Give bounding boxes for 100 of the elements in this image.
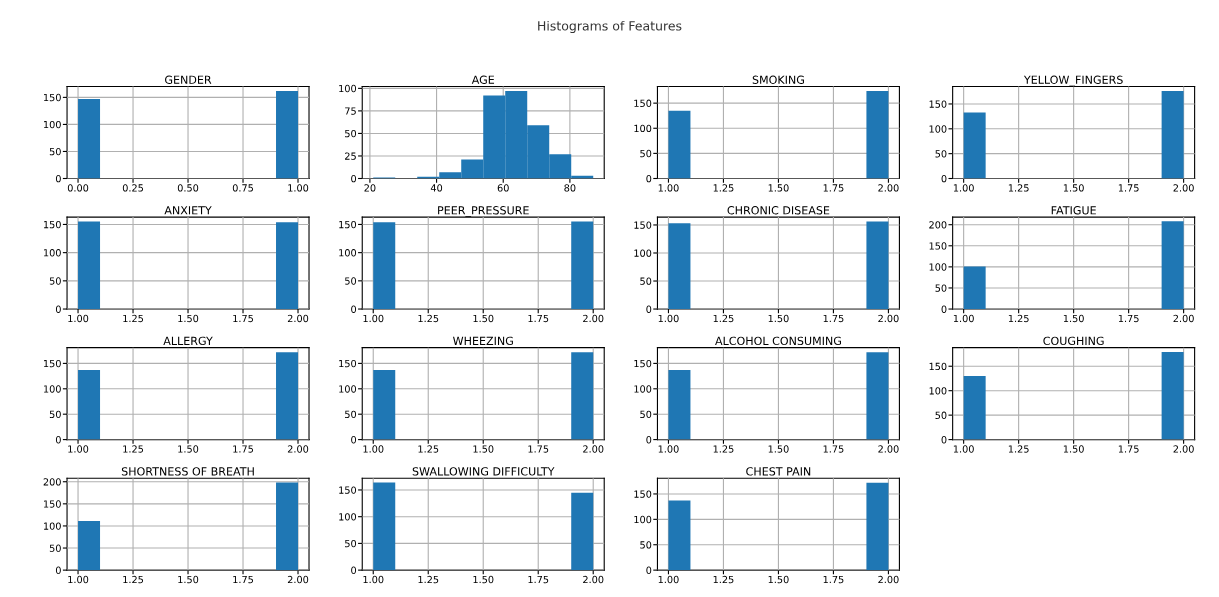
x-tick-label: 1.00 (68, 575, 89, 584)
x-tick-label: 1.25 (713, 575, 734, 584)
x-tick-label: 1.25 (713, 314, 734, 323)
x-tick-label: 1.25 (123, 314, 144, 323)
x-tick-label: 1.50 (178, 575, 199, 584)
x-tick-label: 1.25 (123, 445, 144, 453)
y-tick-label: 25 (345, 152, 356, 160)
x-tick-label: 1.75 (1118, 445, 1139, 453)
y-tick-label: 50 (640, 277, 652, 285)
x-tick-label: 1.75 (528, 445, 549, 453)
y-tick-label: 150 (44, 500, 61, 508)
x-tick-label: 60 (497, 184, 509, 192)
y-tick-label: 0 (646, 174, 652, 183)
y-tick-label: 100 (634, 385, 652, 393)
y-tick-label: 50 (49, 410, 61, 419)
x-tick-label: 1.50 (768, 575, 789, 584)
x-tick-label: 2.00 (287, 314, 309, 323)
y-tick-label: 150 (44, 359, 61, 368)
x-tick-label: 1.25 (123, 575, 144, 584)
x-tick-label: 1.50 (768, 184, 789, 192)
y-tick-label: 0 (55, 566, 61, 574)
chart-title: ALLERGY (163, 336, 213, 346)
x-tick-label: 0.50 (177, 184, 199, 192)
y-tick-label: 0 (351, 566, 357, 574)
y-tick-label: 200 (43, 478, 61, 486)
x-tick-label: 0.25 (122, 184, 144, 192)
y-tick-label: 0 (351, 436, 357, 444)
x-tick-label: 1.25 (418, 575, 439, 584)
x-tick-label: 1.00 (68, 445, 89, 453)
y-tick-label: 150 (44, 93, 61, 102)
y-tick-label: 50 (345, 539, 357, 548)
x-tick-label: 2.00 (1173, 314, 1194, 323)
y-tick-label: 150 (929, 100, 947, 108)
y-tick-label: 0 (941, 305, 947, 313)
y-tick-label: 150 (339, 220, 357, 229)
x-tick-label: 1.25 (418, 445, 439, 453)
x-tick-label: 2.00 (878, 575, 899, 584)
y-tick-label: 150 (339, 359, 357, 368)
y-tick-label: 100 (44, 522, 61, 530)
x-tick-label: 1.75 (233, 445, 253, 453)
x-tick-label: 2.00 (583, 575, 604, 584)
x-tick-label: 1.00 (363, 445, 384, 453)
y-tick-label: 50 (49, 277, 61, 285)
y-tick-label: 100 (44, 249, 61, 257)
x-tick-label: 1.75 (823, 184, 844, 192)
x-tick-label: 1.50 (1063, 445, 1084, 453)
x-tick-label: 1.00 (658, 314, 679, 323)
chart-title: PEER_PRESSURE (438, 206, 529, 217)
y-tick-label: 150 (634, 221, 652, 229)
y-tick-label: 0 (55, 174, 61, 183)
x-tick-label: 1.75 (823, 314, 844, 323)
x-tick-label: 1.25 (418, 314, 439, 323)
chart-title: SWALLOWING DIFFICULTY (412, 467, 555, 476)
x-tick-label: 1.75 (823, 575, 844, 584)
y-tick-label: 150 (929, 362, 947, 371)
y-tick-label: 100 (929, 125, 947, 133)
y-tick-label: 100 (339, 385, 357, 393)
x-tick-label: 1.00 (658, 445, 679, 453)
y-tick-label: 50 (345, 277, 357, 285)
y-tick-label: 0 (646, 436, 652, 444)
chart-title: SHORTNESS OF BREATH (121, 467, 254, 476)
x-tick-label: 1.75 (823, 445, 844, 453)
y-tick-label: 0 (351, 305, 357, 313)
y-tick-label: 200 (929, 221, 947, 229)
chart-title: ALCOHOL CONSUMING (715, 336, 841, 346)
x-tick-label: 1.00 (363, 575, 384, 584)
chart-title: CHRONIC DISEASE (727, 206, 830, 215)
y-tick-label: 0 (55, 305, 61, 313)
x-tick-label: 20 (364, 184, 376, 192)
x-tick-label: 1.00 (953, 445, 974, 453)
x-tick-label: 1.00 (658, 575, 679, 584)
y-tick-label: 50 (935, 150, 947, 158)
x-tick-label: 1.25 (713, 184, 734, 192)
x-tick-label: 1.75 (528, 575, 549, 584)
y-tick-label: 150 (929, 242, 947, 250)
y-tick-label: 50 (49, 147, 61, 156)
y-tick-label: 100 (929, 263, 947, 271)
x-tick-label: 2.00 (878, 184, 899, 192)
y-tick-label: 0 (646, 305, 652, 313)
y-tick-label: 150 (634, 99, 652, 107)
y-tick-label: 100 (634, 249, 652, 257)
y-tick-label: 150 (634, 359, 652, 368)
y-tick-label: 0 (646, 566, 652, 574)
x-tick-label: 1.50 (473, 314, 494, 323)
x-tick-label: 1.50 (768, 445, 789, 453)
chart-title: CHEST PAIN (746, 467, 811, 476)
x-tick-label: 0.75 (232, 184, 253, 192)
y-tick-label: 0 (941, 174, 947, 183)
x-tick-label: 1.00 (288, 184, 309, 192)
chart-title: SMOKING (752, 75, 804, 84)
y-tick-label: 50 (345, 129, 357, 138)
x-tick-label: 1.25 (1008, 314, 1029, 323)
y-tick-label: 100 (929, 387, 947, 395)
x-tick-label: 40 (430, 184, 443, 192)
x-tick-label: 1.50 (768, 314, 789, 323)
y-tick-label: 100 (339, 513, 357, 521)
y-tick-label: 75 (345, 107, 356, 115)
y-tick-label: 50 (640, 149, 652, 158)
x-tick-label: 1.00 (953, 314, 974, 323)
y-tick-label: 100 (634, 124, 652, 133)
